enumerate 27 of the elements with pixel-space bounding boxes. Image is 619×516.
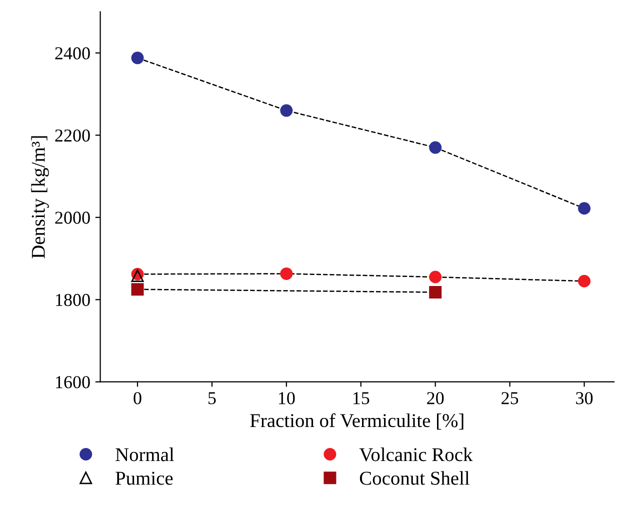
point: [280, 104, 293, 117]
point: [429, 286, 442, 298]
y-tick-label: 2400: [55, 47, 90, 60]
y-tick-label: 1800: [56, 294, 90, 306]
point: [131, 52, 144, 64]
point: [131, 283, 144, 296]
x-tick-label: 20: [427, 392, 444, 404]
legend-label: Pumice: [116, 472, 173, 485]
point: [429, 141, 442, 154]
x-tick-label: 10: [278, 392, 295, 404]
legend-label: Volcanic Rock: [359, 448, 473, 462]
y-tick-label: 2200: [55, 129, 90, 142]
point: [578, 274, 591, 288]
x-tick-label: 5: [208, 392, 216, 404]
y-axis-title: Density [kg/m³]: [31, 136, 49, 258]
legend-label: Coconut Shell: [360, 471, 470, 485]
x-tick-label: 15: [353, 392, 370, 404]
x-axis-title: Fraction of Vermiculite [%]: [250, 413, 464, 430]
point: [429, 270, 442, 284]
point: [578, 202, 591, 215]
x-tick-label: 25: [502, 392, 518, 404]
x-tick-label: 0: [134, 392, 142, 404]
legend-label: Normal: [116, 448, 174, 462]
y-tick-label: 2000: [55, 212, 90, 224]
point: [280, 267, 293, 280]
x-tick-label: 30: [576, 392, 593, 404]
y-tick-label: 1600: [56, 376, 90, 388]
